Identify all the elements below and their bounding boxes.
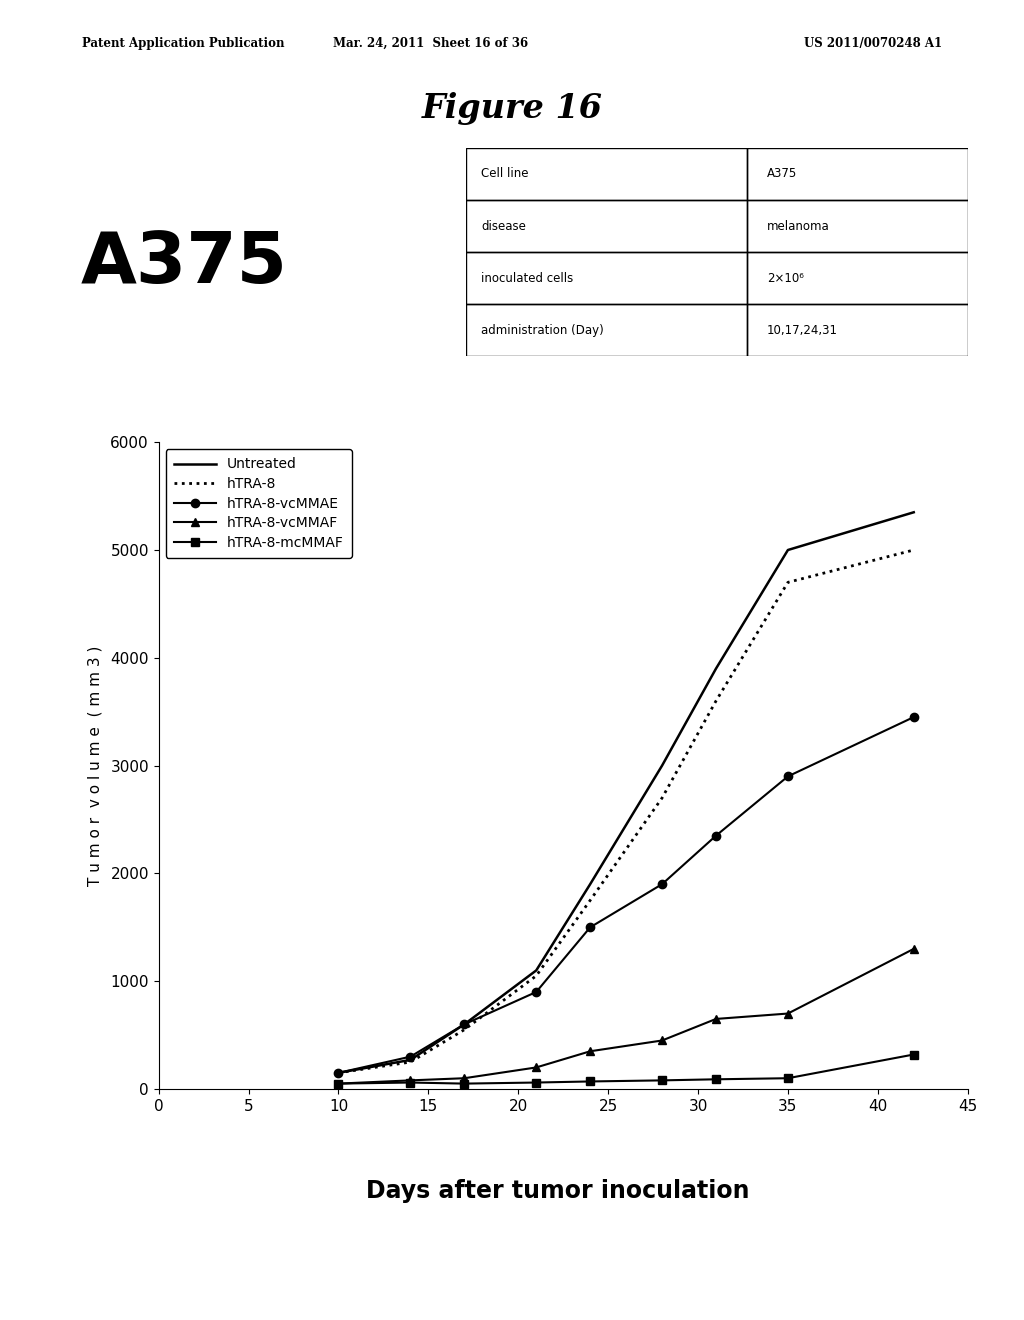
Text: 10,17,24,31: 10,17,24,31 <box>767 323 838 337</box>
Text: disease: disease <box>481 219 526 232</box>
Text: Cell line: Cell line <box>481 168 528 181</box>
Text: Mar. 24, 2011  Sheet 16 of 36: Mar. 24, 2011 Sheet 16 of 36 <box>333 37 527 50</box>
Text: administration (Day): administration (Day) <box>481 323 604 337</box>
Text: A375: A375 <box>767 168 798 181</box>
Text: 2×10⁶: 2×10⁶ <box>767 272 804 285</box>
Text: Days after tumor inoculation: Days after tumor inoculation <box>367 1179 750 1203</box>
Legend: Untreated, hTRA-8, hTRA-8-vcMMAE, hTRA-8-vcMMAF, hTRA-8-mcMMAF: Untreated, hTRA-8, hTRA-8-vcMMAE, hTRA-8… <box>166 449 352 558</box>
Text: Figure 16: Figure 16 <box>422 92 602 125</box>
Text: Patent Application Publication: Patent Application Publication <box>82 37 285 50</box>
Text: A375: A375 <box>81 230 288 298</box>
Text: inoculated cells: inoculated cells <box>481 272 573 285</box>
Text: US 2011/0070248 A1: US 2011/0070248 A1 <box>804 37 942 50</box>
Y-axis label: T u m o r  v o l u m e  ( m m 3 ): T u m o r v o l u m e ( m m 3 ) <box>87 645 102 886</box>
Text: melanoma: melanoma <box>767 219 829 232</box>
